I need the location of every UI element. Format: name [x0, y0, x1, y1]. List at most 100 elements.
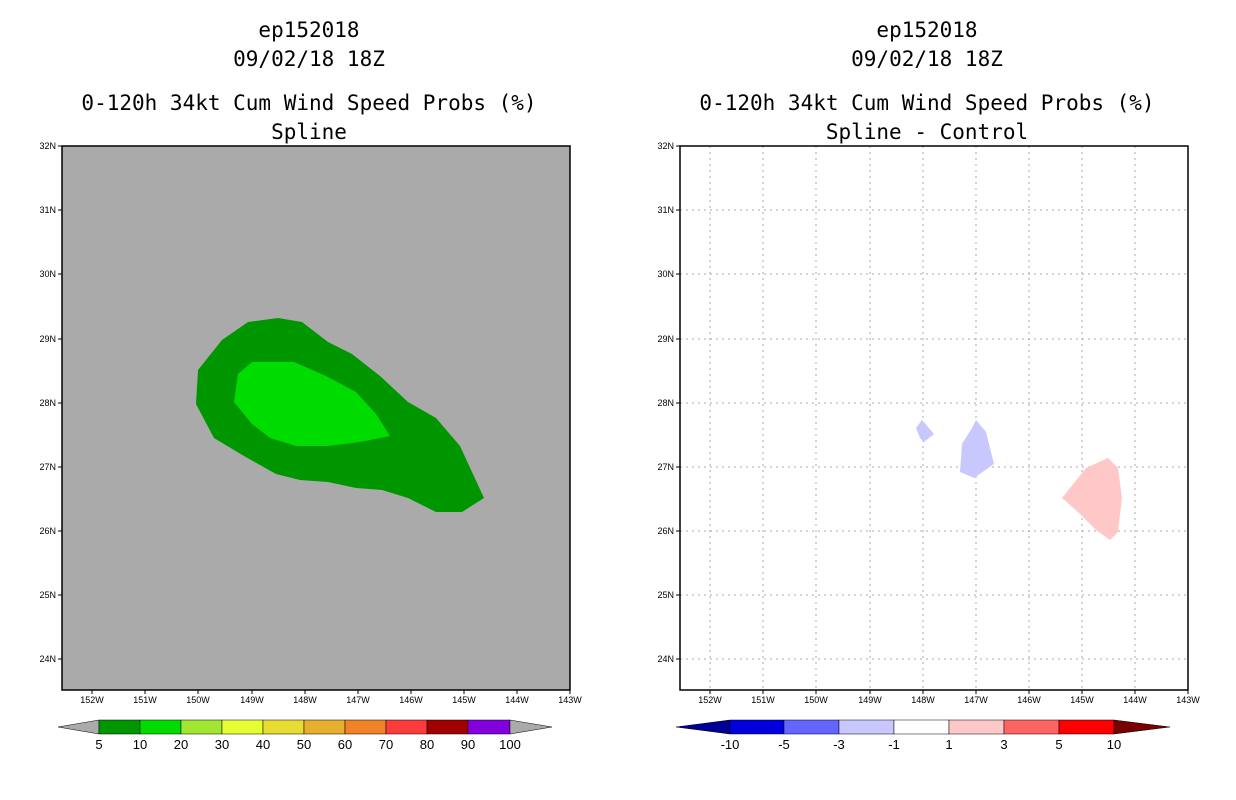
longitude-label: 148W: [293, 695, 317, 705]
colorbar-swatch: [303, 719, 346, 735]
colorbar-label: -5: [778, 737, 790, 752]
latitude-label: 25N: [657, 590, 674, 600]
latitude-label: 27N: [657, 462, 674, 472]
latitude-label: 25N: [39, 590, 56, 600]
colorbar-label: 30: [215, 737, 229, 752]
colorbar-label: 1: [945, 737, 952, 752]
longitude-label: 150W: [186, 695, 210, 705]
colorbar-swatch: [783, 719, 840, 735]
latitude-label: 32N: [39, 141, 56, 151]
left-colorbar: 5 10 20 30 40 50 60 70 80 90 100: [57, 719, 553, 752]
left-map-svg: 32N 31N 30N 29N 28N 27N 26N 25N 24N 152W 151W 150W…: [39, 141, 582, 752]
map-frame: [61, 145, 571, 691]
colorbar-swatch: [893, 719, 950, 735]
right-colorbar: -10 -5 -3 -1 1 3 5 10: [675, 719, 1171, 752]
colorbar-label: 40: [256, 737, 270, 752]
method-title: Spline - Control: [825, 120, 1029, 144]
colorbar-label: 50: [297, 737, 311, 752]
latitude-label: 32N: [657, 141, 674, 151]
latitude-label: 24N: [39, 654, 56, 664]
colorbar-label: 70: [379, 737, 393, 752]
longitude-label: 149W: [240, 695, 264, 705]
latitude-label: 28N: [657, 398, 674, 408]
longitude-label: 150W: [804, 695, 828, 705]
right-map-panel: ep152018 09/02/18 18Z 0-120h 34kt Cum Wi…: [618, 0, 1236, 800]
latitude-label: 31N: [657, 205, 674, 215]
datetime-title: 09/02/18 18Z: [233, 47, 385, 71]
longitude-label: 144W: [1123, 695, 1147, 705]
longitude-label: 149W: [858, 695, 882, 705]
colorbar-swatch: [1003, 719, 1060, 735]
latitude-label: 30N: [39, 269, 56, 279]
longitude-label: 143W: [1176, 695, 1200, 705]
longitude-label: 143W: [558, 695, 582, 705]
longitude-label: 145W: [452, 695, 476, 705]
latitude-label: 28N: [39, 398, 56, 408]
colorbar-swatch: [467, 719, 511, 735]
colorbar-label: 80: [420, 737, 434, 752]
longitude-label: 146W: [1017, 695, 1041, 705]
colorbar-swatch: [98, 719, 141, 735]
colorbar-label: 5: [1055, 737, 1062, 752]
colorbar-swatch: [1058, 719, 1115, 735]
colorbar-swatch: [948, 719, 1005, 735]
diff-contour-neg-small: [916, 420, 934, 442]
colorbar-over-arrow: [1113, 719, 1171, 735]
latitude-label: 27N: [39, 462, 56, 472]
prob-contour-10-20: [234, 362, 390, 446]
longitude-label: 151W: [133, 695, 157, 705]
storm-id-title: ep152018: [876, 18, 978, 42]
method-title: Spline: [271, 120, 347, 144]
latitude-label: 29N: [657, 334, 674, 344]
right-map-svg: 32N 31N 30N 29N 28N 27N 26N 25N 24N 152W 151W 150W…: [657, 141, 1200, 752]
diff-contour-neg-large: [960, 420, 994, 478]
colorbar-swatch: [262, 719, 305, 735]
colorbar-label: 90: [461, 737, 475, 752]
colorbar-label: 3: [1000, 737, 1007, 752]
colorbar-swatch: [221, 719, 264, 735]
colorbar-label: -1: [888, 737, 900, 752]
latitude-label: 29N: [39, 334, 56, 344]
colorbar-swatch: [385, 719, 428, 735]
longitude-label: 145W: [1070, 695, 1094, 705]
longitude-label: 147W: [964, 695, 988, 705]
colorbar-label: 10: [1107, 737, 1121, 752]
colorbar-label: 5: [95, 737, 102, 752]
latitude-label: 26N: [657, 526, 674, 536]
colorbar-swatch: [838, 719, 895, 735]
colorbar-label: -10: [721, 737, 740, 752]
longitude-label: 152W: [698, 695, 722, 705]
colorbar-label: -3: [833, 737, 845, 752]
colorbar-swatch: [344, 719, 387, 735]
product-title: 0-120h 34kt Cum Wind Speed Probs (%): [81, 91, 537, 115]
colorbar-label: 100: [499, 737, 521, 752]
colorbar-swatch: [139, 719, 182, 735]
latitude-label: 26N: [39, 526, 56, 536]
product-title: 0-120h 34kt Cum Wind Speed Probs (%): [699, 91, 1155, 115]
longitude-label: 146W: [399, 695, 423, 705]
longitude-label: 148W: [911, 695, 935, 705]
colorbar-swatch: [180, 719, 223, 735]
map-frame: [679, 145, 1189, 691]
colorbar-over-arrow: [509, 719, 553, 735]
datetime-title: 09/02/18 18Z: [851, 47, 1003, 71]
colorbar-under-arrow: [57, 719, 100, 735]
map-gridlines: [680, 146, 1188, 690]
latitude-label: 24N: [657, 654, 674, 664]
longitude-label: 151W: [751, 695, 775, 705]
longitude-label: 152W: [80, 695, 104, 705]
colorbar-label: 20: [174, 737, 188, 752]
latitude-label: 31N: [39, 205, 56, 215]
map-background: [680, 146, 1188, 690]
diff-contour-positive: [1062, 458, 1122, 540]
latitude-label: 30N: [657, 269, 674, 279]
longitude-label: 144W: [505, 695, 529, 705]
longitude-label: 147W: [346, 695, 370, 705]
storm-id-title: ep152018: [258, 18, 360, 42]
left-map-panel: ep152018 09/02/18 18Z 0-120h 34kt Cum Wi…: [39, 18, 582, 752]
colorbar-swatch: [426, 719, 469, 735]
colorbar-label: 10: [133, 737, 147, 752]
colorbar-label: 60: [338, 737, 352, 752]
colorbar-under-arrow: [675, 719, 731, 735]
colorbar-swatch: [729, 719, 785, 735]
